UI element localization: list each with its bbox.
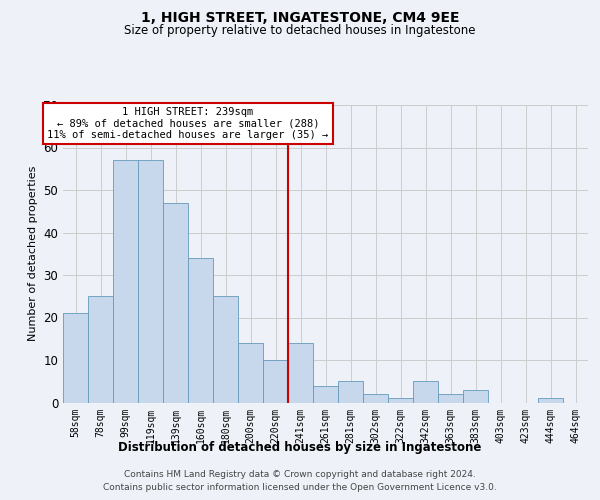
Y-axis label: Number of detached properties: Number of detached properties	[28, 166, 38, 342]
Bar	[163, 203, 188, 402]
Bar	[63, 313, 88, 402]
Text: 1, HIGH STREET, INGATESTONE, CM4 9EE: 1, HIGH STREET, INGATESTONE, CM4 9EE	[141, 11, 459, 25]
Bar	[338, 381, 363, 402]
Bar	[463, 390, 488, 402]
Bar	[438, 394, 463, 402]
Bar	[388, 398, 413, 402]
Text: Distribution of detached houses by size in Ingatestone: Distribution of detached houses by size …	[118, 441, 482, 454]
Bar	[313, 386, 338, 402]
Bar	[113, 160, 138, 402]
Text: Size of property relative to detached houses in Ingatestone: Size of property relative to detached ho…	[124, 24, 476, 37]
Bar	[413, 381, 438, 402]
Text: Contains public sector information licensed under the Open Government Licence v3: Contains public sector information licen…	[103, 483, 497, 492]
Text: 1 HIGH STREET: 239sqm
← 89% of detached houses are smaller (288)
11% of semi-det: 1 HIGH STREET: 239sqm ← 89% of detached …	[47, 107, 329, 140]
Bar	[538, 398, 563, 402]
Bar	[213, 296, 238, 403]
Bar	[188, 258, 213, 402]
Bar	[238, 343, 263, 402]
Bar	[363, 394, 388, 402]
Bar	[138, 160, 163, 402]
Bar	[88, 296, 113, 403]
Text: Contains HM Land Registry data © Crown copyright and database right 2024.: Contains HM Land Registry data © Crown c…	[124, 470, 476, 479]
Bar	[263, 360, 288, 403]
Bar	[288, 343, 313, 402]
